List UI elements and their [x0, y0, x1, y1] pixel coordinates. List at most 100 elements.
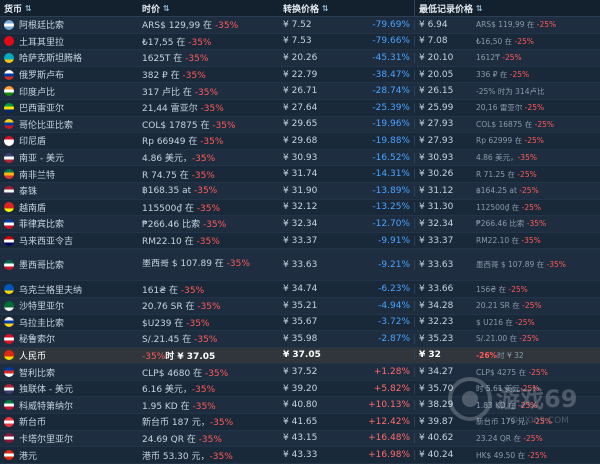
price-discount: -35%: [214, 21, 239, 32]
table-row[interactable]: 墨西哥比索 墨西哥 $ 107.89 在 -35% ¥ 33.63 -9.21% ¥ 3…: [0, 249, 600, 282]
table-row[interactable]: 科威特第纳尔 1.95 KD 在 -35% ¥ 40.80 +10.13% ¥ 38.2…: [0, 397, 600, 415]
price-difference-percent: -13.89%: [372, 185, 410, 196]
table-body: 阿根廷比索 ARS$ 129,99 在 -35% ¥ 7.52 -79.69% ¥ 6.…: [0, 17, 600, 464]
lowest-original-price: CLP$ 4275 在 -25%: [472, 367, 600, 378]
lowest-discount: -25%: [524, 136, 544, 146]
lowest-converted-price: ¥ 39.87: [414, 416, 472, 427]
table-row[interactable]: 哥伦比亚比索 COL$ 17875 在 -35% ¥ 29.65 -19.96% ¥ 2…: [0, 116, 600, 134]
lowest-original-text: 墨西哥 $ 107.89 在: [476, 260, 547, 270]
currency-name: 巴西雷亚尔: [19, 104, 65, 115]
converted-price: ¥ 7.53: [283, 36, 312, 47]
converted-price: ¥ 26.71: [283, 86, 318, 97]
price-discount: -35%: [192, 401, 216, 412]
lowest-discount: -25%: [519, 334, 539, 344]
table-row[interactable]: 乌拉圭比索 $U239 在 -35% ¥ 35.67 -3.72% ¥ 32.23 $ U…: [0, 314, 600, 332]
currency-name: 俄罗斯卢布: [19, 71, 65, 82]
converted-price: ¥ 30.93: [283, 152, 318, 163]
lowest-original-price: ฿164.25 at -25%: [472, 186, 600, 195]
price-text: 新台币 187 元，: [142, 418, 210, 429]
watermark-subtext: YOUXI69.COM: [505, 416, 569, 426]
currency-cell: 土耳其里拉: [0, 35, 138, 48]
table-row[interactable]: 南亚 - 美元 4.86 美元，-35% ¥ 30.93 -16.52% ¥ 30.93…: [0, 149, 600, 167]
lowest-converted-price: ¥ 6.94: [414, 19, 472, 30]
price-cell: R 74.75 在 -35%: [138, 168, 279, 181]
country-flag-icon: [4, 185, 14, 196]
price-difference-percent: +10.13%: [368, 400, 410, 411]
currency-cell: 墨西哥比索: [0, 258, 138, 271]
table-row[interactable]: 沙特里亚尔 20.76 SR 在 -35% ¥ 35.21 -4.94% ¥ 34.28…: [0, 297, 600, 315]
table-row[interactable]: 泰铢 ฿168.35 at -35% ¥ 31.90 -13.89% ¥ 31.12 ฿1…: [0, 182, 600, 200]
price-difference-percent: -6.23%: [378, 284, 410, 295]
price-discount: -35%: [180, 285, 205, 296]
header-converted[interactable]: 转换价格 ⇅: [283, 3, 329, 15]
lowest-discount: -35%: [546, 260, 566, 270]
currency-cell: 智利比索: [0, 366, 138, 379]
table-row[interactable]: 新台币 新台币 187 元，-35% ¥ 41.65 +12.42% ¥ 39.87 新台…: [0, 414, 600, 431]
lowest-converted-price: ¥ 34.27: [414, 367, 472, 378]
country-flag-icon: [4, 317, 14, 328]
table-row[interactable]: 印度卢比 317 卢比 在 -35% ¥ 26.71 -28.74% ¥ 26.15 -2…: [0, 83, 600, 100]
table-row[interactable]: 智利比索 CLP$ 4680 在 -35% ¥ 37.52 +1.28% ¥ 34.27…: [0, 364, 600, 381]
lowest-converted-price: ¥ 32.34: [414, 218, 472, 229]
table-row[interactable]: 越南盾 115500₫ 在 -35% ¥ 32.12 -13.25% ¥ 31.30 11…: [0, 199, 600, 217]
price-discount: -35%: [196, 237, 220, 248]
table-row[interactable]: 南非兰特 R 74.75 在 -35% ¥ 31.74 -14.31% ¥ 30.26 R…: [0, 166, 600, 183]
lowest-discount: -25%: [514, 36, 534, 46]
lowest-converted-price: ¥ 32: [414, 350, 472, 361]
lowest-discount: -35%: [517, 153, 537, 163]
lowest-original-price: RM22.10 在 -35%: [472, 235, 600, 246]
currency-cell: 港元: [0, 449, 138, 462]
currency-cell: 独联体 - 美元: [0, 382, 138, 395]
table-row[interactable]: 俄罗斯卢布 382 ₽ 在 -35% ¥ 22.79 -38.47% ¥ 20.05 33…: [0, 66, 600, 84]
currency-cell: 人民币: [0, 349, 138, 362]
price-text: 1.95 KD 在: [142, 401, 193, 412]
price-text: COL$ 17875 在: [142, 120, 213, 131]
header-price[interactable]: 时价 ⇅: [142, 3, 170, 15]
table-row[interactable]: 港元 港币 53.30 元，-35% ¥ 43.33 +16.98% ¥ 40.24 HK…: [0, 447, 600, 464]
lowest-original-price: R 71.25 在 -25%: [472, 169, 600, 180]
price-difference-percent: -45.31%: [372, 52, 410, 63]
lowest-converted-price: ¥ 33.63: [414, 259, 472, 270]
price-cell: 新台币 187 元，-35%: [138, 415, 279, 428]
price-cell: COL$ 17875 在 -35%: [138, 118, 279, 131]
country-flag-icon: [4, 69, 14, 80]
lowest-converted-price: ¥ 35.70: [414, 383, 472, 394]
price-text: 161₴ 在: [142, 285, 181, 296]
header-currency[interactable]: 货币 ⇅: [4, 3, 32, 15]
lowest-converted-price: ¥ 25.99: [414, 102, 472, 113]
country-flag-icon: [4, 169, 14, 180]
country-flag-icon: [4, 400, 14, 411]
price-difference-percent: -38.47%: [372, 69, 410, 80]
lowest-converted-price: ¥ 7.08: [414, 36, 472, 47]
table-row[interactable]: 卡塔尔里亚尔 24.69 QR 在 -35% ¥ 43.15 +16.48% ¥ 40.…: [0, 430, 600, 448]
price-text: 港币 53.30 元，: [142, 451, 210, 462]
lowest-original-price: Rp 62999 在 -25%: [472, 135, 600, 146]
table-row[interactable]: 秘鲁索尔 S/.21.45 在 -35% ¥ 35.98 -2.87% ¥ 35.23 S…: [0, 331, 600, 348]
price-cell: Rp 66949 在 -35%: [138, 134, 279, 147]
table-row[interactable]: 人民币 -35%时 ¥ 37.05 ¥ 37.05 ¥ 32 -26%时 ¥ 32: [0, 347, 600, 365]
table-row[interactable]: 印尼盾 Rp 66949 在 -35% ¥ 29.68 -19.88% ¥ 27.93 R…: [0, 133, 600, 150]
table-row[interactable]: 巴西雷亚尔 21,44 雷亚尔 -35% ¥ 27.64 -25.39% ¥ 25.99…: [0, 99, 600, 117]
converted-price: ¥ 27.64: [283, 102, 318, 113]
lowest-original-text: 时 5.61 美元: [476, 384, 520, 394]
lowest-original-text: CLP$ 4275 在: [476, 367, 529, 377]
price-discount: -35%: [142, 351, 166, 362]
table-row[interactable]: 哈萨克斯坦腾格 1625T 在 -35% ¥ 20.26 -45.31% ¥ 20.10…: [0, 50, 600, 67]
table-row[interactable]: 菲律宾比索 ₱266.46 比索 -35% ¥ 32.34 -12.70% ¥ 32.3…: [0, 216, 600, 233]
lowest-original-text: 336 ₽ 在: [476, 70, 510, 80]
table-row[interactable]: 阿根廷比索 ARS$ 129,99 在 -35% ¥ 7.52 -79.69% ¥ 6.…: [0, 17, 600, 34]
price-discount: -35%: [209, 451, 233, 462]
currency-cell: 巴西雷亚尔: [0, 101, 138, 114]
table-header: 货币 ⇅ 时价 ⇅ 转换价格 ⇅ 最低记录价格 ⇅: [0, 0, 600, 17]
price-cell: S/.21.45 在 -35%: [138, 332, 279, 345]
currency-name: 科威特第纳尔: [19, 401, 74, 412]
lowest-discount: -25%: [519, 384, 540, 394]
table-row[interactable]: 独联体 - 美元 6.16 美元，-35% ¥ 39.20 +5.82% ¥ 35.70…: [0, 380, 600, 398]
header-lowest[interactable]: 最低记录价格 ⇅: [414, 0, 600, 16]
lowest-converted-price: ¥ 20.10: [414, 52, 472, 63]
country-flag-icon: [4, 218, 14, 229]
table-row[interactable]: 乌克兰格里夫纳 161₴ 在 -35% ¥ 34.74 -6.23% ¥ 33.66 15…: [0, 281, 600, 298]
table-row[interactable]: 马来西亚令吉 RM22.10 在 -35% ¥ 33.37 -9.91% ¥ 33.37…: [0, 232, 600, 250]
table-row[interactable]: 土耳其里拉 ₺17,55 在 -35% ¥ 7.53 -79.66% ¥ 7.08 ₺16…: [0, 33, 600, 51]
